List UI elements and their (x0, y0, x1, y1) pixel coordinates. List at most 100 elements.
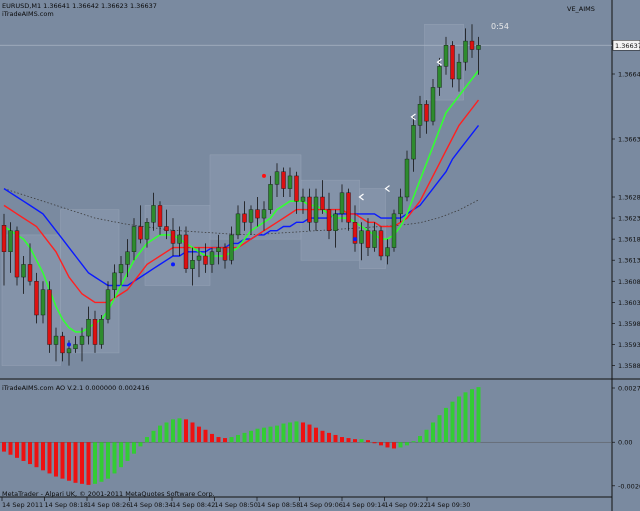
candle-bull (235, 213, 241, 236)
ao-bar (411, 441, 416, 443)
ao-title: iTradeAIMS.com AO V.2.1 0.000000 0.00241… (2, 384, 150, 392)
price-tick-label: 1.35885 (618, 362, 640, 370)
ao-bar (125, 442, 130, 461)
candle-bull (99, 319, 104, 345)
copyright-text: MetaTrader - Alpari UK, © 2001-2011 Meta… (2, 490, 215, 498)
current-price-label: 1.36637 (615, 42, 640, 50)
candle-bull (177, 234, 182, 244)
ao-bar (106, 442, 110, 479)
candle-bull (248, 209, 254, 223)
ao-bar (229, 437, 234, 443)
candle-bear (450, 45, 455, 80)
ao-bar (158, 425, 162, 443)
ao-bar (385, 442, 390, 448)
time-tick-label: 14 Sep 08:58 (257, 501, 300, 509)
ao-bar (359, 439, 364, 443)
candle-bull (443, 45, 449, 67)
ao-bar (60, 442, 65, 479)
ao-tick-label: 0.002712 (618, 385, 640, 393)
price-tick-label: 1.36185 (618, 236, 640, 244)
ao-bar (405, 442, 409, 446)
candle-bull (398, 196, 403, 215)
candle-bull (73, 344, 78, 349)
candle-bull (268, 184, 273, 210)
ao-bar (41, 442, 45, 471)
candle-bull (372, 230, 377, 248)
ao-bar (28, 442, 32, 465)
candle-bull (112, 272, 117, 290)
candle-bear (157, 205, 163, 227)
candle-bull (209, 251, 215, 265)
ao-bar (288, 422, 292, 443)
candle-bull (144, 222, 150, 240)
candle-bull (411, 125, 416, 160)
candle-bull (53, 335, 59, 345)
ao-bar (112, 442, 117, 474)
price-tick-label: 1.36645 (618, 71, 640, 79)
ao-bar (15, 442, 19, 458)
ao-bar (255, 428, 260, 443)
indicator-label-top-right: VE_AIMS (567, 5, 595, 13)
ao-bar (203, 429, 208, 443)
price-tick-label: 1.36285 (618, 194, 640, 202)
price-tick-label: 1.36085 (618, 278, 640, 286)
symbol-info: EURUSD,M1 1.36641 1.36642 1.36623 1.3663… (2, 2, 157, 10)
ao-bar (346, 438, 351, 443)
ao-bar (21, 442, 26, 461)
ao-bar (197, 426, 201, 443)
candle-bear (1, 225, 7, 252)
time-tick-label: 14 Sep 08:50 (215, 501, 258, 509)
ao-bar (457, 396, 461, 443)
ao-bar (86, 442, 91, 485)
candle-bull (261, 209, 267, 219)
ao-bar (151, 430, 156, 443)
ao-bar (190, 422, 195, 443)
candle-bear (203, 255, 208, 265)
candle-bull (300, 196, 306, 202)
candle-bull (79, 335, 85, 345)
ao-bar (431, 422, 435, 443)
signal-dot-blue (171, 262, 175, 267)
ao-bar (119, 442, 123, 468)
signal-arrow (410, 113, 416, 121)
ao-bar (353, 439, 357, 443)
candle-bull (196, 255, 202, 261)
ao-tick-label: -0.002094 (618, 482, 640, 490)
ao-bar (372, 442, 377, 444)
candle-bull (118, 264, 124, 274)
ao-bar (80, 442, 84, 484)
ao-bar (268, 426, 273, 443)
candle-bear (34, 281, 39, 316)
candle-bull (190, 260, 195, 269)
ma-fast-line (3, 70, 480, 333)
ao-bar (223, 438, 227, 443)
candle-bull (313, 196, 319, 223)
candle-bear (294, 175, 299, 202)
ao-bar (327, 432, 331, 443)
candle-bull (437, 66, 442, 88)
ao-bar (392, 442, 396, 449)
ao-bar (177, 418, 182, 443)
candle-bear (255, 209, 260, 219)
candle-bull (417, 104, 423, 126)
price-tick-label: 1.36135 (618, 257, 640, 265)
ao-bar (242, 432, 247, 443)
ao-bar (93, 442, 97, 484)
candle-bull (385, 247, 390, 257)
ao-bar (333, 434, 338, 443)
ao-bar (164, 422, 169, 443)
candle-bull (333, 213, 338, 231)
price-tick-label: 1.36235 (618, 215, 640, 223)
candle-bull (216, 247, 221, 252)
ao-bar (463, 392, 468, 443)
signal-dot-blue (67, 342, 71, 347)
candle-bear (352, 222, 358, 244)
candle-bear (222, 247, 228, 261)
ao-bar (8, 442, 13, 455)
time-tick-label: 14 Sep 09:14 (342, 501, 385, 509)
candle-bear (469, 40, 475, 50)
ao-bar (294, 421, 299, 443)
candle-bull (66, 348, 72, 354)
